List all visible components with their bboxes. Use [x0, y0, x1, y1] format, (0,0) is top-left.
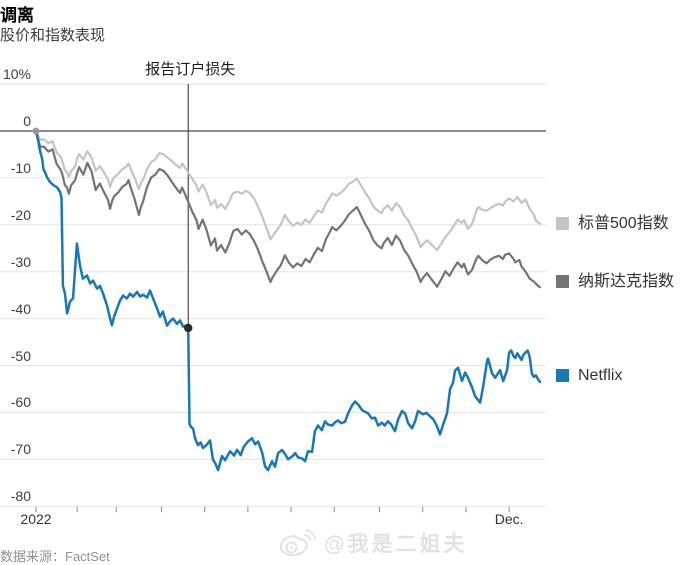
netflix-swatch-icon	[556, 369, 569, 382]
series-line-netflix	[34, 129, 542, 472]
annotation-dot	[184, 323, 193, 333]
y-axis-label: -10	[10, 159, 31, 176]
nasdaq-swatch-icon	[556, 275, 569, 288]
watermark: @我是二姐夫	[278, 527, 467, 559]
y-axis-label: -30	[10, 253, 31, 270]
y-axis-label: -20	[10, 206, 31, 223]
legend-label-sp500: 标普500指数	[578, 215, 669, 232]
y-axis-label: 10%	[2, 66, 31, 83]
x-axis-label: 2022	[20, 511, 52, 527]
series-start-dot	[32, 127, 40, 135]
page-subtitle: 股价和指数表现	[0, 27, 106, 44]
legend-label-netflix: Netflix	[578, 367, 623, 384]
annotation-subscriber-loss-label: 报告订户损失	[145, 61, 236, 78]
x-axis-label: Dec.	[494, 511, 524, 527]
y-axis-label: -50	[10, 347, 31, 364]
series-line-sp500	[34, 129, 542, 252]
y-axis-label: -70	[10, 441, 31, 458]
y-axis-label: 0	[23, 113, 31, 129]
legend: 标普500指数 纳斯达克指数 Netflix	[556, 0, 700, 565]
watermark-text: @我是二姐夫	[324, 533, 468, 556]
y-axis-label: -60	[10, 394, 31, 411]
sp500-swatch-icon	[556, 217, 569, 230]
series-line-nasdaq	[34, 129, 542, 289]
page-title: 调离	[0, 6, 34, 25]
legend-item-sp500: 标普500指数	[556, 214, 669, 233]
data-source: 数据来源：FactSet	[0, 549, 110, 564]
legend-label-nasdaq: 纳斯达克指数	[578, 273, 675, 290]
legend-item-netflix: Netflix	[556, 366, 622, 385]
weibo-icon	[279, 529, 316, 557]
legend-item-nasdaq: 纳斯达克指数	[556, 272, 674, 291]
y-axis-label: -80	[10, 488, 31, 505]
y-axis-label: -40	[10, 300, 31, 317]
